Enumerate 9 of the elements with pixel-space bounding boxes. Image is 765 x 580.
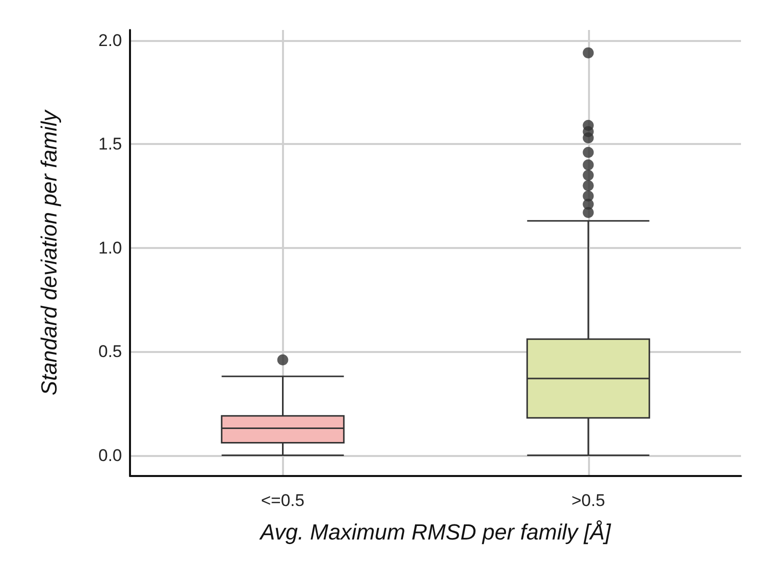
x-tick-label: >0.5 (571, 491, 606, 510)
y-axis-title: Standard deviation per family (36, 108, 62, 396)
y-tick-label: 2.0 (98, 30, 122, 50)
y-tick-label: 1.5 (98, 134, 122, 154)
y-tick-label: 0.0 (98, 446, 122, 465)
y-tick-label: 1.0 (98, 238, 122, 258)
x-tick-label: <=0.5 (261, 491, 304, 510)
x-axis-title: Avg. Maximum RMSD per family [Å] (258, 520, 612, 544)
y-tick-label: 0.5 (98, 342, 122, 362)
